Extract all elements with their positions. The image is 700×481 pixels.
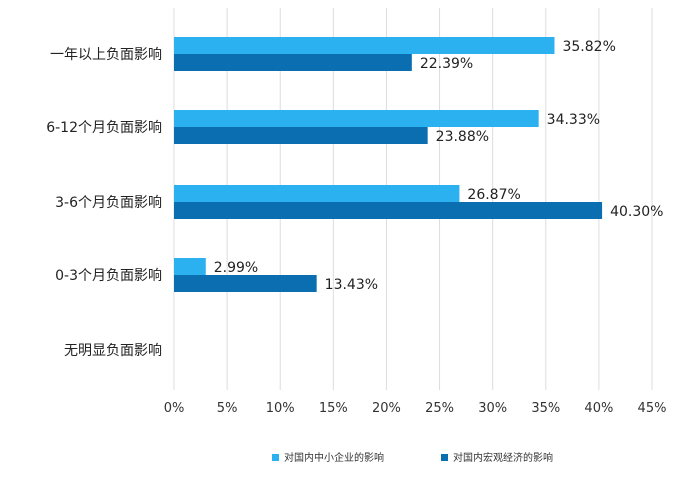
bar-series-1 — [174, 110, 539, 127]
x-tick-label: 45% — [638, 401, 667, 416]
data-label: 2.99% — [214, 260, 258, 276]
x-tick-label: 15% — [319, 401, 348, 416]
bar-series-2 — [174, 54, 412, 71]
category-label: 一年以上负面影响 — [50, 47, 162, 63]
category-label: 6-12个月负面影响 — [46, 120, 162, 136]
x-tick-label: 20% — [372, 401, 401, 416]
category-label: 0-3个月负面影响 — [55, 268, 162, 284]
bar-series-1 — [174, 185, 460, 202]
data-label: 35.82% — [562, 39, 615, 55]
category-labels: 一年以上负面影响 6-12个月负面影响 3-6个月负面影响 0-3个月负面影响无明显负… — [46, 47, 162, 359]
category-label: 3-6个月负面影响 — [55, 195, 162, 211]
data-labels: 35.82% 22.39% 34.33% 23.88% 26.87% 40.30% 2.99… — [214, 39, 664, 293]
x-tick-label: 35% — [531, 401, 560, 416]
legend-swatch-series-1 — [272, 454, 279, 461]
x-tick-label: 30% — [478, 401, 507, 416]
bar-series-2 — [174, 202, 603, 219]
data-label: 34.33% — [547, 112, 600, 128]
bars — [174, 37, 603, 292]
x-tick-labels: 0% 5% 10% 15% 20% 25% 30% 35% 40% 45% — [164, 401, 667, 416]
x-tick-label: 40% — [584, 401, 613, 416]
x-tick-label: 5% — [217, 401, 238, 416]
legend-label-series-1: 对国内中小企业的影响 — [284, 451, 384, 464]
x-tick-label: 0% — [164, 401, 185, 416]
data-label: 23.88% — [436, 129, 489, 145]
bar-series-1 — [174, 37, 555, 54]
data-label: 22.39% — [420, 56, 473, 72]
data-label: 40.30% — [610, 204, 663, 220]
x-tick-label: 25% — [425, 401, 454, 416]
x-tick-label: 10% — [266, 401, 295, 416]
legend-swatch-series-2 — [441, 454, 448, 461]
legend-label-series-2: 对国内宏观经济的影响 — [453, 451, 553, 464]
legend: 对国内中小企业的影响 对国内宏观经济的影响 — [272, 451, 553, 464]
data-label: 13.43% — [325, 277, 378, 293]
bar-series-2 — [174, 275, 317, 292]
bar-series-2 — [174, 127, 428, 144]
category-label: 无明显负面影响 — [64, 343, 162, 359]
bar-series-1 — [174, 258, 206, 275]
data-label: 26.87% — [467, 187, 520, 203]
